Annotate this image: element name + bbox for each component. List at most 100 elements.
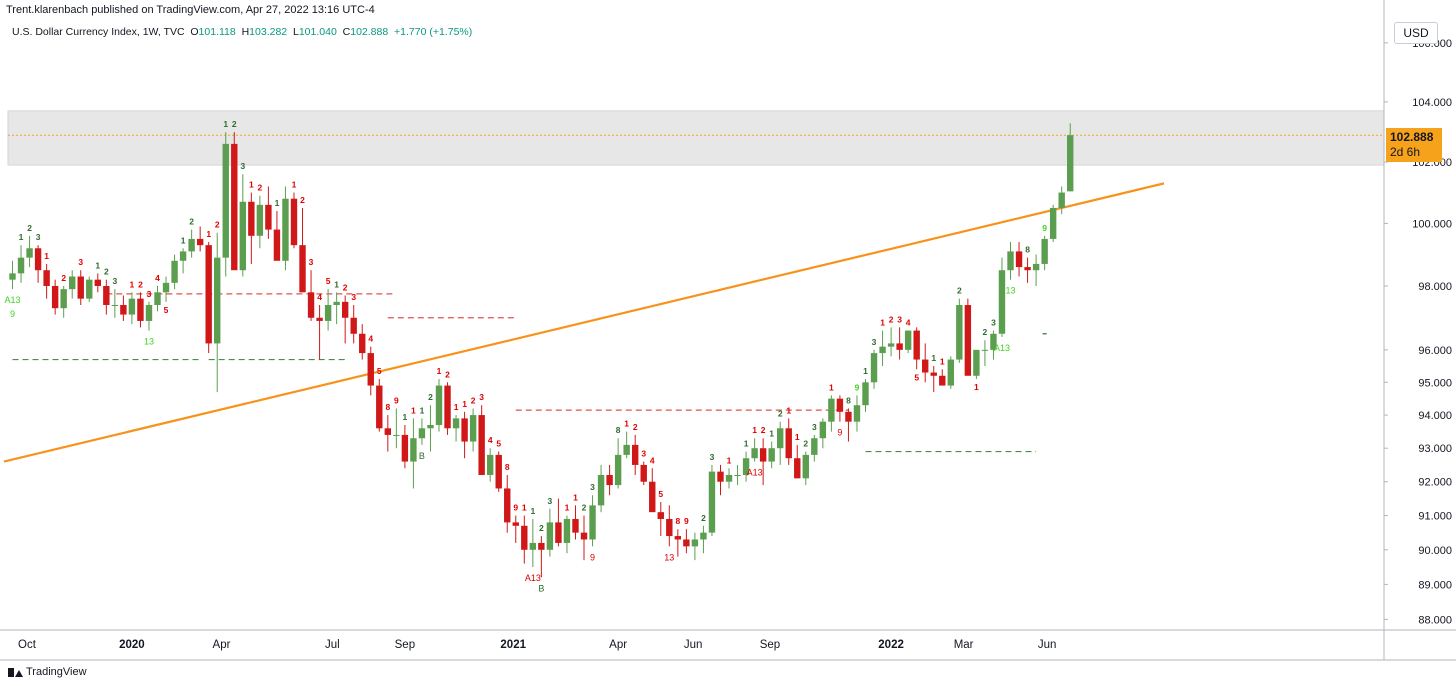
candle-body <box>964 305 972 376</box>
candle-body <box>998 270 1006 334</box>
currency-button[interactable]: USD <box>1394 22 1438 44</box>
candle-body <box>546 522 554 550</box>
candle-body <box>862 382 869 406</box>
x-tick-label: Mar <box>954 639 974 651</box>
candle <box>137 292 144 328</box>
high-label: H <box>241 26 250 38</box>
candle-body <box>486 454 494 475</box>
candle <box>1067 123 1074 192</box>
x-tick-label: Sep <box>760 639 780 651</box>
setup-count-label: 3 <box>240 161 245 171</box>
candle <box>452 415 460 442</box>
symbol-name: U.S. Dollar Currency Index, 1W, TVC <box>12 26 185 38</box>
candle-body <box>563 518 571 543</box>
setup-count-label: 3 <box>710 452 715 462</box>
candle <box>427 405 434 452</box>
candle-body <box>94 279 101 286</box>
candle <box>26 235 33 268</box>
setup-count-label: 3 <box>641 449 646 459</box>
trendline <box>3 182 1165 463</box>
candle-body <box>614 454 622 486</box>
setup-count-label: 1 <box>462 399 467 409</box>
candle-body <box>623 444 630 455</box>
setup-count-label: 2 <box>428 392 433 402</box>
candle-body <box>205 245 212 344</box>
candle-body <box>597 474 605 506</box>
setup-count-label: 4 <box>650 455 655 465</box>
y-tick-label: 96.000 <box>1418 345 1452 357</box>
bar-countdown: 2d 6h <box>1390 145 1421 159</box>
candle <box>811 434 818 462</box>
setup-count-label: 2 <box>138 279 143 289</box>
candle-body <box>435 385 443 425</box>
setup-count-label: 8 <box>846 395 851 405</box>
countdown-label: B <box>419 451 425 461</box>
setup-count-label: 1 <box>769 429 774 439</box>
y-tick-label: 94.000 <box>1418 410 1452 422</box>
candle <box>521 515 528 564</box>
candle <box>768 441 775 469</box>
candle <box>1024 257 1031 283</box>
setup-count-label: 4 <box>906 318 911 328</box>
candle <box>9 260 16 290</box>
x-tick-label: Jun <box>684 639 703 651</box>
candle-body <box>759 448 767 462</box>
candle-body <box>504 488 511 523</box>
candle-body <box>1058 192 1065 208</box>
setup-count-label: 8 <box>675 516 680 526</box>
countdown-label: A13 <box>525 573 541 583</box>
setup-count-label: 1 <box>530 506 535 516</box>
candle-body <box>717 471 724 482</box>
candle-body <box>913 330 920 360</box>
y-tick-label: 91.000 <box>1418 511 1452 523</box>
y-tick-label: 88.000 <box>1418 614 1452 626</box>
setup-count-label: 2 <box>189 217 194 227</box>
open-value: 101.118 <box>198 26 236 38</box>
candle <box>794 444 801 479</box>
setup-count-label: 2 <box>215 220 220 230</box>
setup-count-label: 1 <box>19 232 24 242</box>
candle <box>742 451 750 482</box>
low-label: L <box>292 26 299 38</box>
candle <box>265 186 272 239</box>
candle <box>853 395 861 432</box>
candle <box>930 366 937 393</box>
tradingview-footer[interactable]: TradingView <box>8 666 87 678</box>
setup-count-label: 3 <box>351 292 356 302</box>
candle-body <box>444 385 451 429</box>
candle <box>725 468 733 489</box>
setup-count-label: 9 <box>394 395 399 405</box>
close-value: 102.888 <box>350 26 389 38</box>
candle-body <box>188 238 195 252</box>
candle <box>708 464 716 537</box>
candle-body <box>930 372 937 376</box>
setup-count-label: 2 <box>300 195 305 205</box>
candle-body <box>555 522 562 543</box>
setup-count-label: 1 <box>974 382 979 392</box>
candle <box>981 340 989 367</box>
candle-body <box>512 522 519 526</box>
setup-count-label: 3 <box>147 289 152 299</box>
candle-body <box>580 532 588 540</box>
candle <box>103 279 110 315</box>
setup-count-label: 2 <box>701 513 706 523</box>
candle-body <box>990 333 997 350</box>
low-value: 101.040 <box>298 26 337 38</box>
candle-body <box>1067 135 1074 192</box>
candle <box>410 418 417 489</box>
candle <box>384 415 392 452</box>
setup-count-label: 2 <box>761 425 766 435</box>
candle-body <box>367 353 374 386</box>
candle-body <box>239 201 247 271</box>
candle <box>563 515 571 554</box>
setup-count-label: 9 <box>684 516 689 526</box>
setup-count-label: 5 <box>658 489 663 499</box>
setup-count-label: 3 <box>590 482 595 492</box>
candle-body <box>708 471 716 533</box>
countdown-label: B <box>538 583 544 593</box>
setup-count-label: 1 <box>795 432 800 442</box>
setup-count-label: 1 <box>275 198 280 208</box>
candle <box>1041 235 1048 271</box>
setup-count-label: 2 <box>957 286 962 296</box>
